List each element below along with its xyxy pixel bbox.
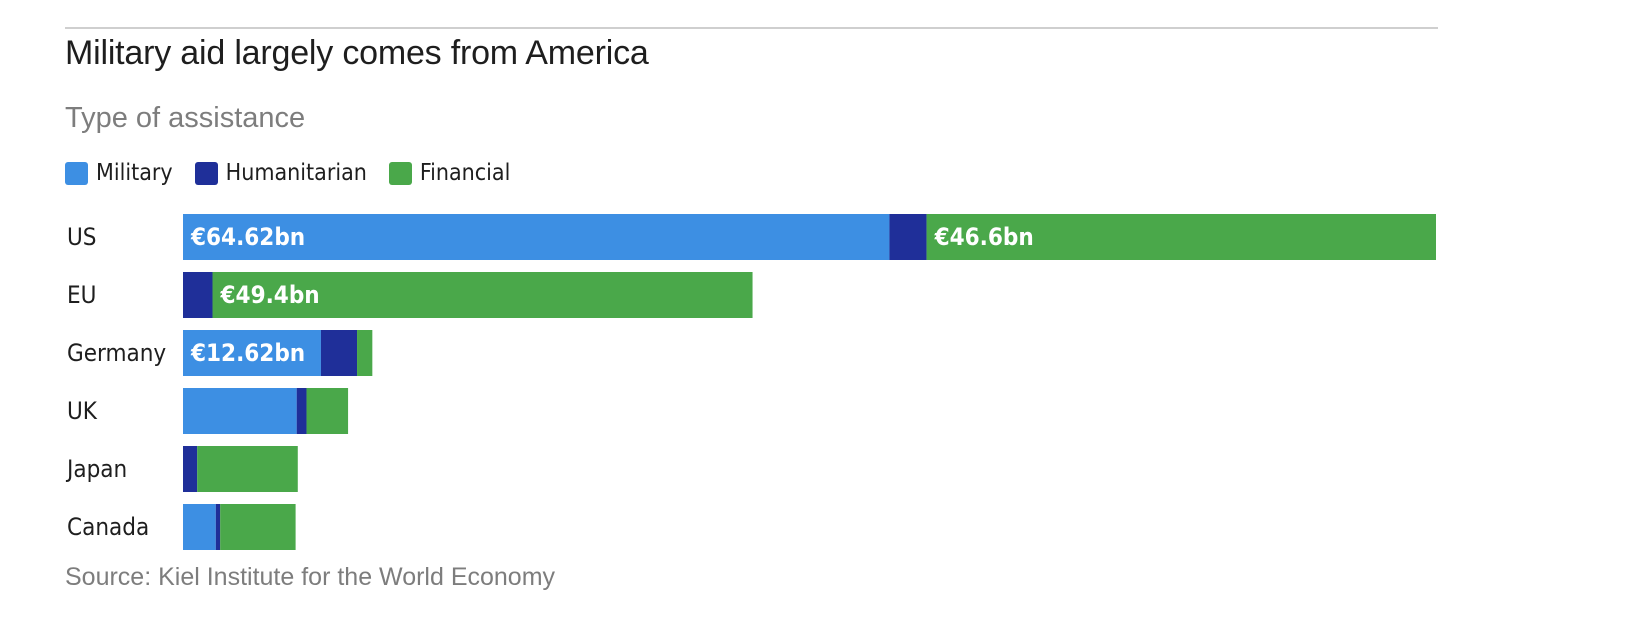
legend: Military Humanitarian Financial [65, 160, 532, 186]
chart-subtitle: Type of assistance [65, 102, 306, 134]
bar-uk-humanitarian [296, 388, 307, 434]
legend-item-humanitarian: Humanitarian [194, 160, 367, 186]
data-label-eu-financial: €49.4bn [220, 281, 320, 309]
category-label-canada: Canada [67, 513, 149, 541]
data-label-us-military: €64.62bn [190, 223, 305, 251]
legend-label-military: Military [96, 160, 173, 186]
legend-swatch-humanitarian [194, 161, 218, 185]
legend-label-financial: Financial [419, 160, 511, 186]
legend-label-humanitarian: Humanitarian [225, 160, 367, 186]
bar-canada-military [183, 504, 216, 550]
bar-germany-financial [357, 330, 373, 376]
data-label-germany-military: €12.62bn [190, 339, 305, 367]
top-rule [65, 27, 1438, 29]
legend-swatch-financial [388, 161, 412, 185]
bar-us-humanitarian [889, 214, 927, 260]
bar-germany-humanitarian [320, 330, 358, 376]
bar-japan-humanitarian [183, 446, 198, 492]
bar-eu-humanitarian [183, 272, 213, 318]
bar-uk-military [183, 388, 297, 434]
bar-us-military [183, 214, 890, 260]
bar-uk-financial [306, 388, 349, 434]
category-label-uk: UK [67, 397, 98, 425]
bar-japan-financial [197, 446, 298, 492]
bar-canada-humanitarian [215, 504, 221, 550]
category-label-us: US [67, 223, 97, 251]
legend-item-military: Military [65, 160, 173, 186]
bar-germany-military [183, 330, 321, 376]
category-label-eu: EU [67, 281, 96, 309]
chart-title: Military aid largely comes from America [65, 34, 649, 72]
data-label-us-financial: €46.6bn [934, 223, 1034, 251]
bar-eu-financial [212, 272, 753, 318]
bar-canada-financial [220, 504, 296, 550]
bar-us-financial [926, 214, 1436, 260]
category-label-japan: Japan [65, 455, 127, 483]
source-note: Source: Kiel Institute for the World Eco… [65, 563, 556, 591]
legend-swatch-military [65, 161, 88, 185]
category-label-germany: Germany [67, 339, 166, 367]
legend-item-financial: Financial [388, 160, 511, 186]
